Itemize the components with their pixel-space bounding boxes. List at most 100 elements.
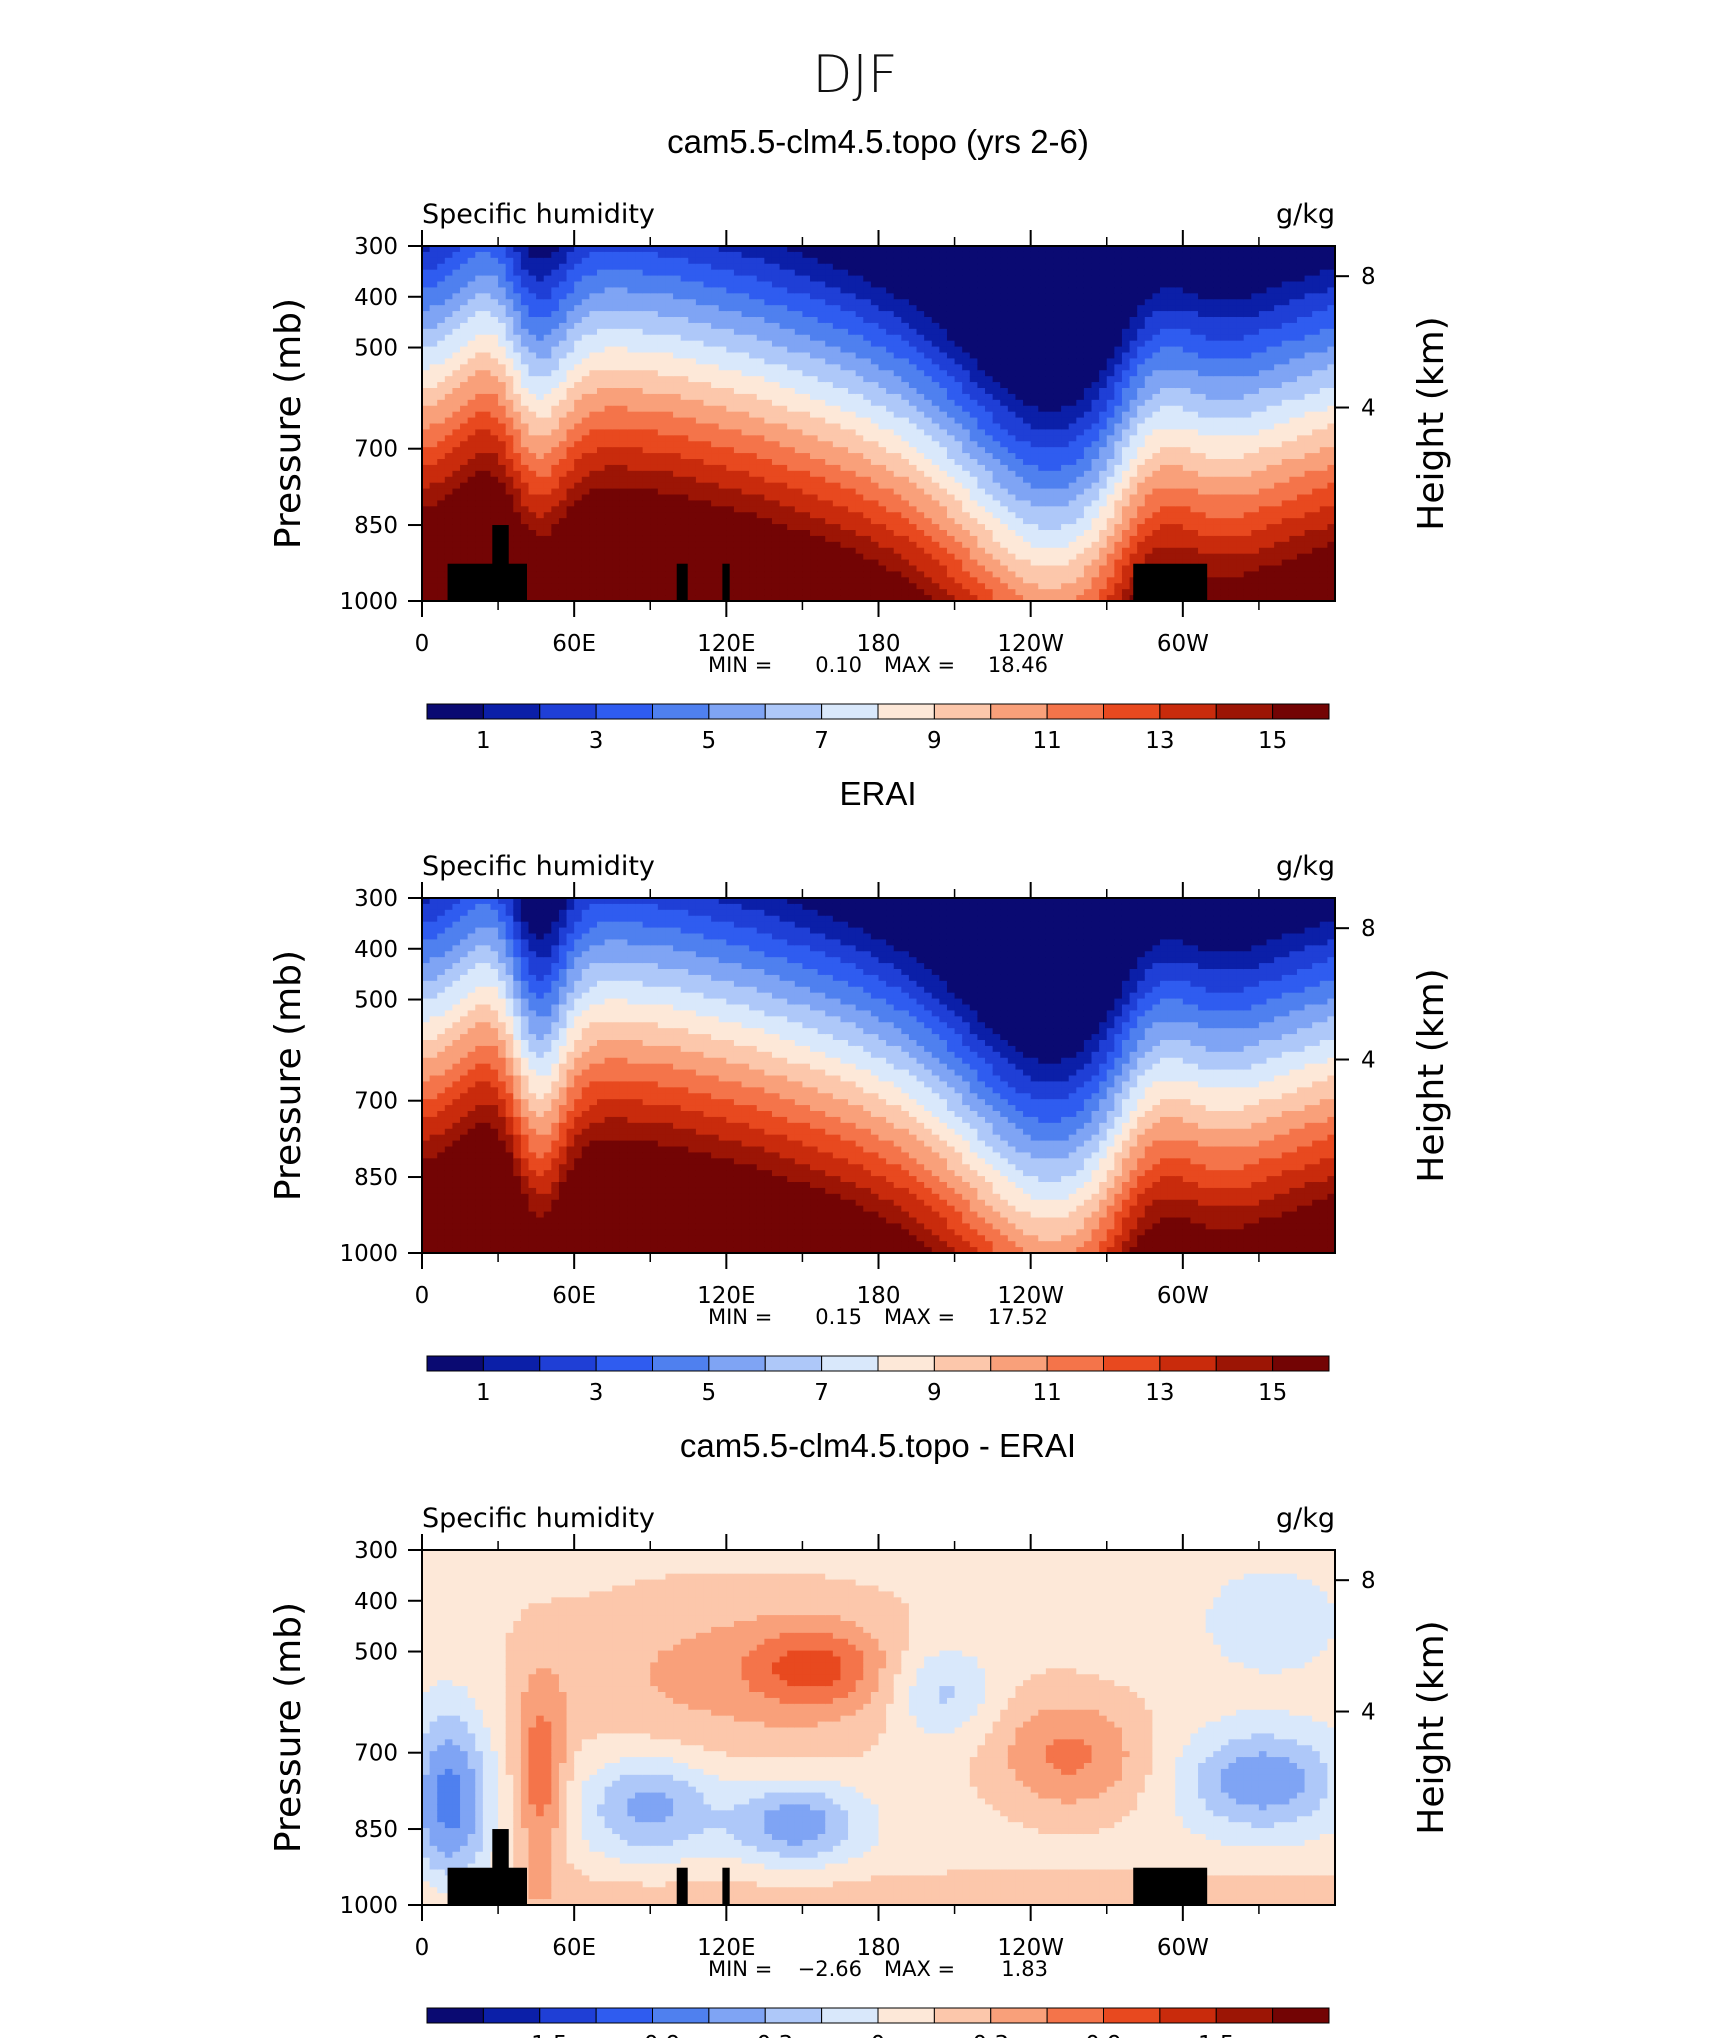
contour-cell — [764, 453, 773, 460]
contour-cell — [1045, 459, 1055, 466]
contour-cell — [870, 376, 880, 383]
contour-cell — [657, 518, 667, 525]
contour-cell — [673, 417, 682, 425]
contour-cell — [969, 482, 979, 490]
contour-cell — [840, 470, 849, 478]
contour-cell — [893, 470, 902, 478]
contour-cell — [771, 518, 781, 525]
contour-cell — [832, 547, 842, 555]
contour-cell — [460, 346, 469, 354]
contour-cell — [787, 388, 796, 395]
contour-cell — [665, 470, 674, 478]
contour-cell — [657, 393, 667, 401]
contour-cell — [680, 246, 689, 253]
contour-cell — [422, 447, 431, 454]
contour-cell — [992, 257, 1001, 265]
contour-cell — [558, 553, 568, 561]
contour-cell — [878, 358, 887, 365]
contour-cell — [749, 530, 758, 537]
contour-cell — [460, 559, 469, 567]
contour-cell — [1007, 388, 1017, 395]
contour-cell — [673, 281, 682, 289]
contour-cell — [855, 293, 864, 300]
contour-cell — [589, 275, 598, 283]
contour-cell — [787, 547, 796, 555]
contour-cell — [422, 340, 431, 348]
contour-cell — [870, 589, 880, 596]
contour-cell — [574, 447, 583, 454]
contour-cell — [726, 340, 735, 348]
contour-cell — [817, 364, 826, 371]
contour-cell — [711, 512, 720, 519]
contour-cell — [482, 393, 492, 401]
contour-cell — [863, 459, 872, 466]
contour-cell — [1023, 317, 1032, 324]
contour-cell — [878, 453, 887, 460]
contour-cell — [657, 405, 667, 413]
contour-cell — [1038, 571, 1047, 578]
contour-cell — [558, 589, 568, 596]
contour-cell — [985, 423, 994, 431]
contour-cell — [840, 595, 849, 602]
contour-cell — [543, 305, 552, 312]
contour-cell — [543, 393, 552, 401]
contour-cell — [657, 476, 667, 484]
contour-cell — [642, 512, 651, 519]
contour-cell — [946, 559, 956, 567]
contour-cell — [924, 547, 933, 555]
contour-cell — [1000, 500, 1009, 507]
contour-cell — [642, 393, 651, 401]
contour-cell — [878, 530, 887, 537]
contour-cell — [528, 411, 537, 419]
contour-cell — [1023, 358, 1032, 365]
contour-cell — [832, 293, 842, 300]
contour-cell — [422, 246, 431, 253]
contour-cell — [741, 263, 750, 271]
contour-cell — [969, 441, 979, 448]
contour-cell — [832, 482, 842, 490]
contour-cell — [551, 429, 560, 436]
contour-cell — [908, 541, 918, 549]
contour-cell — [1007, 287, 1017, 294]
contour-cell — [460, 553, 469, 561]
contour-cell — [946, 506, 956, 513]
contour-cell — [574, 506, 583, 513]
contour-cell — [703, 411, 712, 419]
contour-cell — [688, 559, 697, 567]
contour-cell — [581, 305, 590, 312]
contour-cell — [673, 269, 682, 277]
contour-cell — [596, 447, 606, 454]
contour-cell — [695, 275, 705, 283]
contour-cell — [657, 293, 667, 300]
contour-cell — [650, 423, 659, 431]
contour-cell — [969, 423, 979, 431]
contour-cell — [482, 311, 492, 318]
contour-cell — [787, 275, 796, 283]
contour-cell — [642, 583, 651, 590]
contour-cell — [756, 376, 765, 383]
contour-cell — [733, 388, 743, 395]
contour-cell — [863, 293, 872, 300]
contour-cell — [718, 269, 727, 277]
contour-cell — [848, 269, 857, 277]
contour-cell — [1045, 488, 1055, 496]
contour-cell — [771, 571, 781, 578]
contour-cell — [863, 388, 872, 395]
contour-cell — [954, 559, 963, 567]
contour-cell — [840, 488, 849, 496]
contour-cell — [878, 447, 887, 454]
contour-cell — [726, 530, 735, 537]
contour-cell — [794, 494, 804, 502]
contour-cell — [490, 453, 499, 460]
contour-cell — [482, 317, 492, 324]
contour-cell — [810, 305, 819, 312]
contour-cell — [848, 583, 857, 590]
contour-cell — [832, 476, 842, 484]
contour-cell — [810, 559, 819, 567]
contour-cell — [817, 287, 826, 294]
contour-cell — [482, 535, 492, 543]
contour-cell — [543, 358, 552, 365]
contour-cell — [589, 293, 598, 300]
contour-cell — [848, 293, 857, 300]
contour-cell — [551, 512, 560, 519]
